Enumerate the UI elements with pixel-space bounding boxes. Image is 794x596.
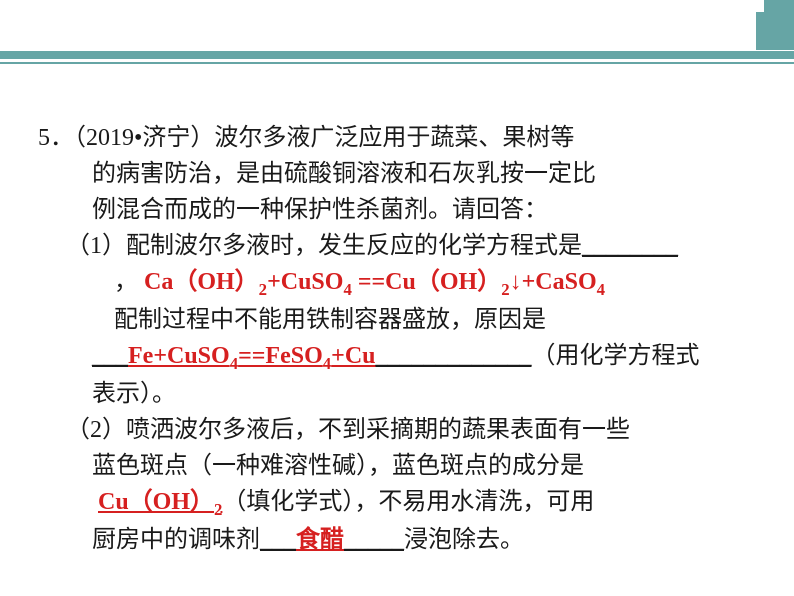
slide-content: 5．（2019•济宁）波尔多液广泛应用于蔬菜、果树等 的病害防治，是由硫酸铜溶液…: [38, 120, 758, 558]
part2-text-l2: 蓝色斑点（一种难溶性碱），蓝色斑点的成分是: [92, 453, 584, 479]
answer-d: 食醋: [296, 527, 344, 553]
answer-formula-c: Cu（OH）2: [98, 489, 222, 515]
part1-text-b-line: 配制过程中不能用铁制容器盛放，原因是: [38, 302, 758, 338]
comma: ，: [114, 269, 138, 295]
intro-text-3: 例混合而成的一种保护性杀菌剂。请回答：: [92, 197, 548, 223]
corner-decoration: [764, 0, 794, 50]
part1-text-b-tail2-line: 表示）。: [38, 376, 758, 412]
question-source: （2019•济宁）: [74, 125, 214, 151]
part2-line-2: 蓝色斑点（一种难溶性碱），蓝色斑点的成分是: [38, 448, 758, 484]
part1-text-b: 配制过程中不能用铁制容器盛放，原因是: [114, 307, 546, 333]
intro-text-2: 的病害防治，是由硫酸铜溶液和石灰乳按一定比: [92, 161, 596, 187]
part2-text-l4a: 厨房中的调味剂: [92, 527, 260, 553]
question-line-2: 的病害防治，是由硫酸铜溶液和石灰乳按一定比: [38, 156, 758, 192]
part1-line-1: （1）配制波尔多液时，发生反应的化学方程式是________: [38, 228, 758, 264]
top-accent-line: [0, 62, 794, 64]
blank-underline-1: ________: [582, 233, 678, 259]
answer-equation-2: Fe+CuSO4==FeSO4+Cu: [128, 343, 376, 369]
part2-text-l3a: （填化学式），不易用水清洗，可用: [222, 489, 594, 515]
question-number: 5．: [38, 125, 74, 151]
part1-text-a: 配制波尔多液时，发生反应的化学方程式是: [126, 233, 582, 259]
part1-answer-a-line: ， Ca（OH）2+CuSO4 ==Cu（OH）2↓+CaSO4: [38, 264, 758, 302]
part2-line-4: 厨房中的调味剂___食醋_____浸泡除去。: [38, 522, 758, 558]
question-line-1: 5．（2019•济宁）波尔多液广泛应用于蔬菜、果树等: [38, 120, 758, 156]
answer-equation-1: Ca（OH）2+CuSO4 ==Cu（OH）2↓+CaSO4: [144, 269, 605, 295]
blank-tail-d: _____: [344, 527, 404, 553]
part2-label: （2）: [66, 417, 126, 443]
top-accent-bar: [0, 51, 794, 59]
blank-lead-d: ___: [260, 527, 296, 553]
blank-lead-b: ___: [92, 343, 128, 369]
part2-line-1: （2）喷洒波尔多液后，不到采摘期的蔬果表面有一些: [38, 412, 758, 448]
part1-answer-b-line: ___Fe+CuSO4==FeSO4+Cu_____________（用化学方程…: [38, 338, 758, 376]
part2-text-l4b: 浸泡除去。: [404, 527, 524, 553]
part1-text-b-tail: （用化学方程式: [532, 343, 700, 369]
question-line-3: 例混合而成的一种保护性杀菌剂。请回答：: [38, 192, 758, 228]
part1-text-b-tail2: 表示）。: [92, 381, 176, 407]
part2-text-l1: 喷洒波尔多液后，不到采摘期的蔬果表面有一些: [126, 417, 630, 443]
blank-tail-b: _____________: [376, 343, 532, 369]
part1-label: （1）: [66, 233, 126, 259]
part2-line-3: Cu（OH）2（填化学式），不易用水清洗，可用: [38, 484, 758, 522]
intro-text-1: 波尔多液广泛应用于蔬菜、果树等: [214, 125, 574, 151]
